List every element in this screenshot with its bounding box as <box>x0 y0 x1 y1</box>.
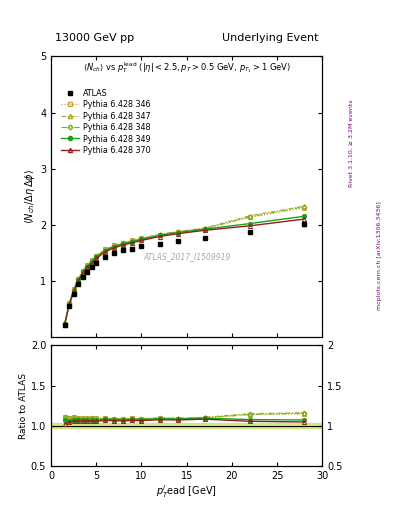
Text: Rivet 3.1.10, ≥ 3.2M events: Rivet 3.1.10, ≥ 3.2M events <box>349 99 354 187</box>
Y-axis label: Ratio to ATLAS: Ratio to ATLAS <box>19 373 28 439</box>
Legend: ATLAS, Pythia 6.428 346, Pythia 6.428 347, Pythia 6.428 348, Pythia 6.428 349, P: ATLAS, Pythia 6.428 346, Pythia 6.428 34… <box>58 86 154 158</box>
Text: Underlying Event: Underlying Event <box>222 33 318 44</box>
Bar <box>51 423 322 428</box>
Text: $\langle N_{ch}\rangle$ vs $p_T^{\rm lead}$ ($|\eta| < 2.5, p_T > 0.5$ GeV, $p_{: $\langle N_{ch}\rangle$ vs $p_T^{\rm lea… <box>83 60 291 75</box>
Text: mcplots.cern.ch [arXiv:1306.3436]: mcplots.cern.ch [arXiv:1306.3436] <box>377 202 382 310</box>
Text: 13000 GeV pp: 13000 GeV pp <box>55 33 134 44</box>
Text: ATLAS_2017_I1509919: ATLAS_2017_I1509919 <box>143 252 230 261</box>
Y-axis label: $\langle N_{ch} / \Delta\eta\,\Delta\phi \rangle$: $\langle N_{ch} / \Delta\eta\,\Delta\phi… <box>23 169 37 224</box>
X-axis label: $p_T^l$ead [GeV]: $p_T^l$ead [GeV] <box>156 483 217 500</box>
